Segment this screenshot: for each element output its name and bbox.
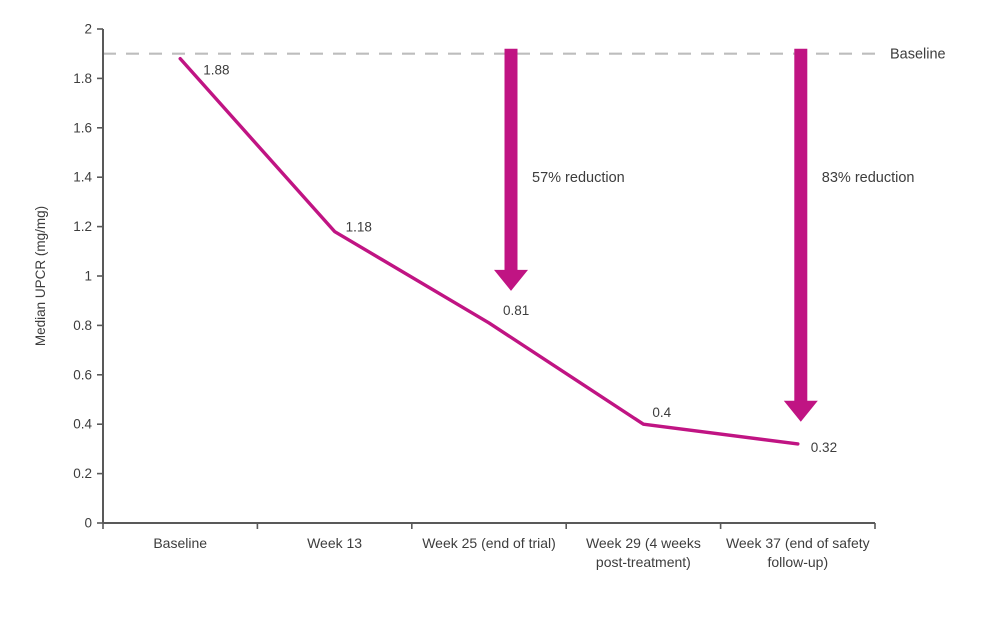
y-tick-label: 1.2 (73, 219, 92, 234)
category-label: follow-up) (767, 554, 828, 570)
category-label: post-treatment) (596, 554, 691, 570)
reduction-arrow-label: 83% reduction (822, 170, 915, 186)
y-tick-label: 0 (84, 516, 92, 531)
y-tick-label: 1 (84, 269, 92, 284)
point-label: 0.32 (811, 440, 837, 455)
y-tick-label: 0.6 (73, 367, 92, 382)
y-tick-label: 2 (84, 22, 92, 37)
category-label: Baseline (153, 535, 207, 551)
category-label: Week 13 (307, 535, 362, 551)
y-tick-label: 0.4 (73, 417, 92, 432)
y-tick-label: 1.8 (73, 71, 92, 86)
y-tick-label: 1.4 (73, 170, 92, 185)
data-line (178, 56, 800, 446)
category-label: Week 37 (end of safety (726, 535, 870, 551)
reduction-arrow (783, 48, 818, 422)
reduction-arrow (494, 48, 528, 291)
point-label: 0.81 (503, 303, 529, 318)
baseline-reference-label: Baseline (890, 47, 946, 63)
point-label: 1.88 (203, 63, 229, 78)
reduction-arrow-label: 57% reduction (532, 170, 625, 186)
category-label: Week 25 (end of trial) (422, 535, 556, 551)
point-label: 1.18 (346, 220, 372, 235)
point-label: 0.4 (652, 405, 671, 420)
y-axis-title: Median UPCR (mg/mg) (33, 206, 48, 346)
y-tick-label: 1.6 (73, 120, 92, 135)
y-tick-label: 0.2 (73, 466, 92, 481)
category-label: Week 29 (4 weeks (586, 535, 701, 551)
y-tick-label: 0.8 (73, 318, 92, 333)
